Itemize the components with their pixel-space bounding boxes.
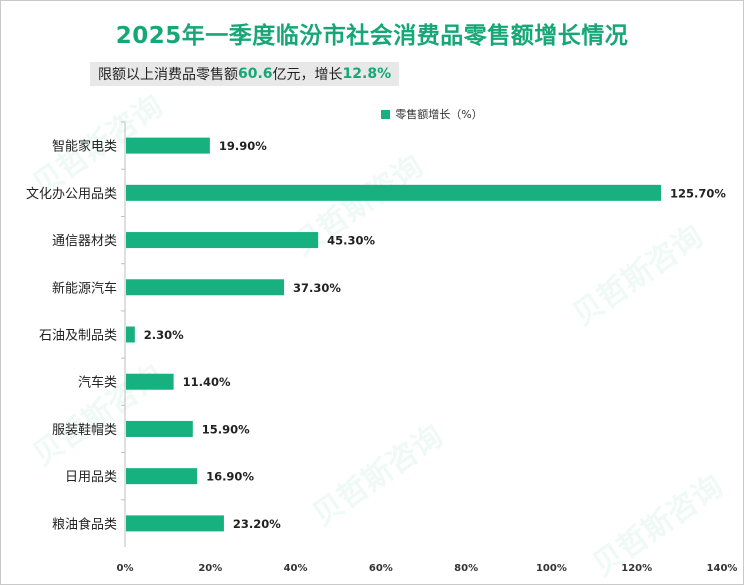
subtitle-value-amount: 60.6 xyxy=(238,66,273,82)
chart-title: 2025年一季度临汾市社会消费品零售额增长情况 xyxy=(115,23,629,49)
data-label: 2.30% xyxy=(144,328,184,342)
x-tick-label: 80% xyxy=(454,563,478,574)
x-tick-label: 0% xyxy=(117,563,134,574)
subtitle-mid: 亿元，增长 xyxy=(272,67,343,83)
category-label: 日用品类 xyxy=(65,470,117,485)
legend-swatch xyxy=(381,109,391,119)
x-tick-label: 120% xyxy=(621,563,652,574)
bar xyxy=(126,373,174,390)
category-label: 汽车类 xyxy=(78,375,117,391)
category-label: 服装鞋帽类 xyxy=(52,422,117,438)
x-tick-label: 60% xyxy=(369,563,393,574)
category-label: 智能家电类 xyxy=(52,139,117,155)
bar xyxy=(126,137,210,154)
bar xyxy=(126,515,224,532)
legend: 零售额增长（%） xyxy=(0,106,744,122)
legend-label: 零售额增长（%） xyxy=(395,108,483,121)
x-tick-label: 140% xyxy=(707,563,738,574)
bar xyxy=(126,420,193,437)
bar xyxy=(126,468,198,485)
data-label: 15.90% xyxy=(202,422,250,436)
category-label: 粮油食品类 xyxy=(52,516,117,532)
x-tick-label: 20% xyxy=(198,563,222,574)
data-label: 23.20% xyxy=(233,517,281,531)
data-label: 11.40% xyxy=(183,375,231,389)
category-label: 新能源汽车 xyxy=(52,280,117,296)
data-label: 45.30% xyxy=(327,234,375,248)
category-label: 文化办公用品类 xyxy=(26,187,117,202)
data-label: 125.70% xyxy=(670,186,726,200)
subtitle-prefix: 限额以上消费品零售额 xyxy=(98,67,238,83)
data-label: 16.90% xyxy=(206,470,254,484)
x-tick-label: 100% xyxy=(536,563,567,574)
bar xyxy=(126,184,662,201)
bar xyxy=(126,232,319,249)
data-label: 19.90% xyxy=(219,139,267,153)
data-label: 37.30% xyxy=(293,281,341,295)
bar xyxy=(126,326,135,343)
subtitle-value-growth: 12.8% xyxy=(342,66,392,82)
bar xyxy=(126,279,285,296)
x-tick-label: 40% xyxy=(284,563,308,574)
category-label: 通信器材类 xyxy=(52,234,117,249)
category-label: 石油及制品类 xyxy=(39,329,117,344)
subtitle-box: 限额以上消费品零售额 60.6 亿元，增长 12.8% xyxy=(90,62,400,86)
